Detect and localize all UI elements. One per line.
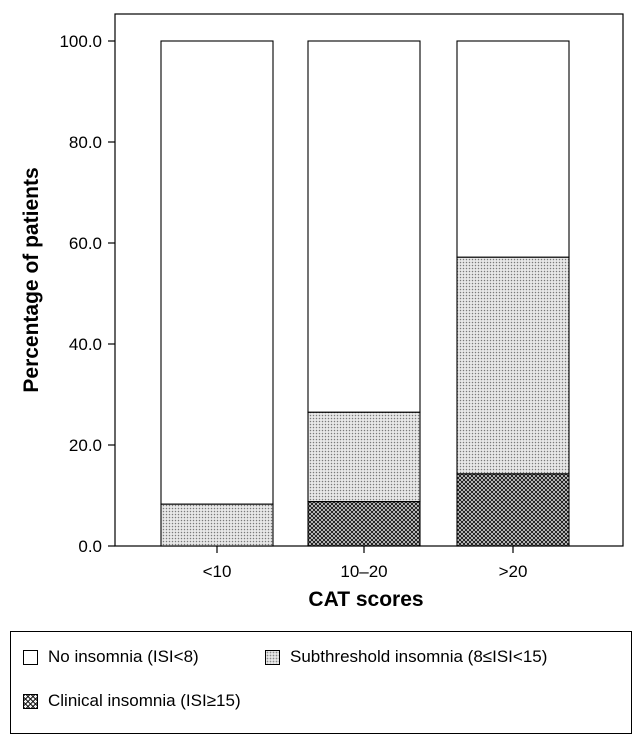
bar-segment-none <box>456 40 570 258</box>
y-tick-label: 60.0 <box>69 234 102 253</box>
y-axis-label: Percentage of patients <box>20 167 43 392</box>
bar-segment-subthreshold <box>456 256 570 475</box>
bar-segment-subthreshold <box>307 411 421 503</box>
bars <box>160 40 570 547</box>
x-tick-label: 10–20 <box>340 562 387 581</box>
bar-segment-none <box>160 40 274 505</box>
stacked-bar-chart: 0.0 20.0 40.0 60.0 80.0 100.0 <10 10–20 >20 Per… <box>20 13 624 611</box>
legend-label: No insomnia (ISI<8) <box>48 647 199 666</box>
x-axis: <10 10–20 >20 <box>203 546 528 581</box>
bar-segment-none <box>307 40 421 413</box>
y-tick-label: 100.0 <box>59 32 102 51</box>
legend-label: Clinical insomnia (ISI≥15) <box>48 691 241 710</box>
x-tick-label: <10 <box>203 562 232 581</box>
y-tick-label: 20.0 <box>69 436 102 455</box>
bar-segment-clinical <box>456 473 570 547</box>
y-axis: 0.0 20.0 40.0 60.0 80.0 100.0 <box>59 32 115 556</box>
no-insomnia-swatch-icon <box>23 649 38 665</box>
y-tick-label: 40.0 <box>69 335 102 354</box>
y-tick-label: 80.0 <box>69 133 102 152</box>
bar-segment-subthreshold <box>160 503 274 547</box>
subthreshold-swatch-icon <box>265 649 280 665</box>
legend: No insomnia (ISI<8) Subthreshold insomni… <box>10 631 632 734</box>
x-tick-label: >20 <box>499 562 528 581</box>
clinical-swatch-icon <box>23 693 38 709</box>
x-axis-label: CAT scores <box>308 588 423 611</box>
legend-item-subthreshold-insomnia: Subthreshold insomnia (8≤ISI<15) <box>265 647 547 667</box>
bar-segment-clinical <box>307 501 421 547</box>
y-tick-label: 0.0 <box>78 537 102 556</box>
legend-item-clinical-insomnia: Clinical insomnia (ISI≥15) <box>23 691 241 711</box>
legend-item-no-insomnia: No insomnia (ISI<8) <box>23 647 199 667</box>
legend-label: Subthreshold insomnia (8≤ISI<15) <box>290 647 548 666</box>
